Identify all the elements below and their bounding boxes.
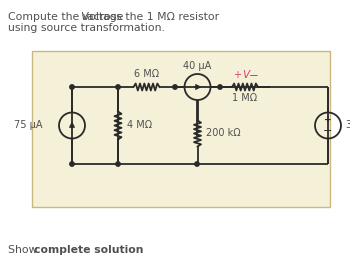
Text: 3 V: 3 V	[346, 120, 350, 130]
Text: complete solution: complete solution	[34, 245, 144, 255]
Circle shape	[116, 85, 120, 89]
Circle shape	[70, 85, 74, 89]
Text: +: +	[324, 116, 332, 125]
Text: Compute the voltage: Compute the voltage	[8, 12, 127, 22]
Text: V: V	[243, 70, 250, 80]
Circle shape	[195, 162, 199, 166]
Text: 75 μA: 75 μA	[14, 120, 42, 130]
Text: 6 MΩ: 6 MΩ	[134, 69, 159, 79]
Text: Show: Show	[8, 245, 41, 255]
Text: across the 1 MΩ resistor: across the 1 MΩ resistor	[87, 12, 219, 22]
Text: −: −	[249, 68, 259, 82]
Circle shape	[218, 85, 222, 89]
Circle shape	[173, 85, 177, 89]
Text: 200 kΩ: 200 kΩ	[206, 129, 241, 139]
Text: V: V	[80, 12, 88, 22]
Text: +: +	[233, 70, 241, 80]
Text: −: −	[323, 126, 333, 136]
Text: 1 MΩ: 1 MΩ	[232, 93, 258, 103]
Text: 4 MΩ: 4 MΩ	[127, 120, 152, 130]
Text: 40 μA: 40 μA	[183, 61, 212, 71]
FancyBboxPatch shape	[32, 51, 330, 207]
Text: using source transformation.: using source transformation.	[8, 23, 165, 33]
Circle shape	[116, 162, 120, 166]
Text: .: .	[114, 245, 117, 255]
Circle shape	[70, 162, 74, 166]
